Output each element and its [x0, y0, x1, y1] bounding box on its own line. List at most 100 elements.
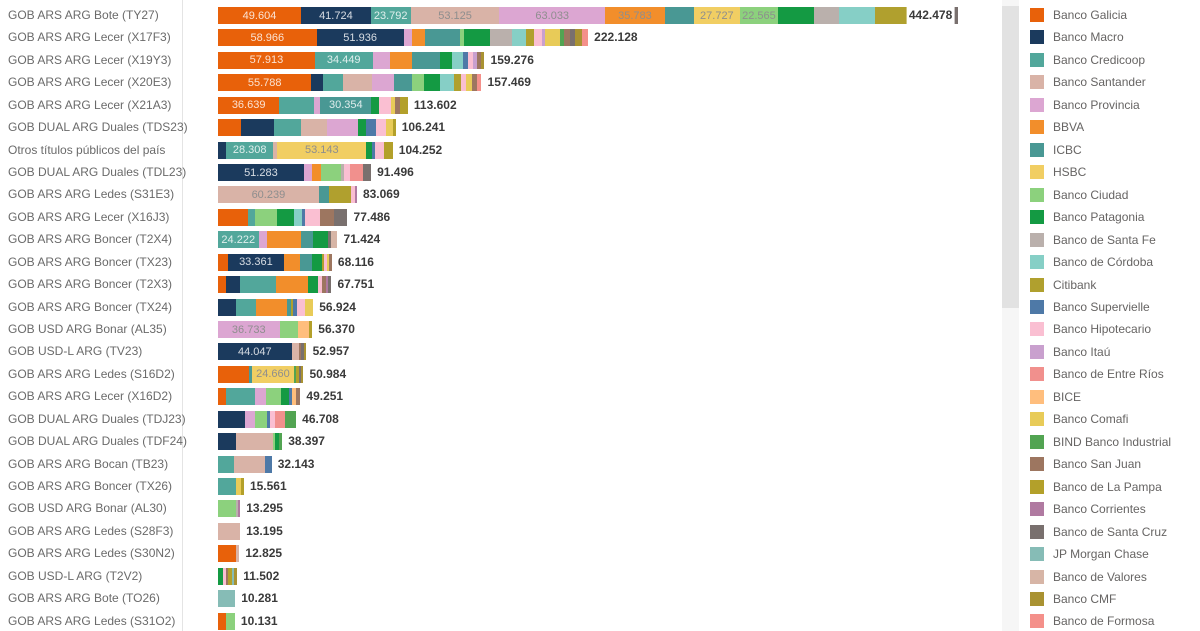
bar-segment-banco-macro[interactable]: 44.047: [218, 343, 292, 361]
bar-segment-banco-patagonia[interactable]: [440, 51, 452, 69]
bar-segment-banco-de-santa-cruz[interactable]: [570, 29, 576, 47]
bar-segment-hsbc[interactable]: 53.143: [277, 141, 367, 159]
bar-segment-banco-credicoop[interactable]: [235, 298, 256, 316]
bar-segment-banco-de-la-pampa[interactable]: [296, 365, 300, 383]
bar-segment-banco-comafi[interactable]: [385, 119, 393, 137]
legend-item-banco-de-la-pampa[interactable]: Banco de La Pampa: [1030, 479, 1162, 494]
bar-segment-banco-provincia[interactable]: [371, 74, 395, 92]
bar-segment-bbva[interactable]: [390, 51, 413, 69]
legend-item-banco-hipotecario[interactable]: Banco Hipotecario: [1030, 322, 1151, 337]
bar-segment-banco-provincia[interactable]: [403, 29, 413, 47]
bar-segment-banco-credicoop[interactable]: 28.308: [226, 141, 274, 159]
bar-segment-bbva[interactable]: [275, 276, 309, 294]
legend-item-banco-cmf[interactable]: Banco CMF: [1030, 591, 1116, 606]
bar-segment-icbc[interactable]: [299, 253, 312, 271]
legend-item-banco-galicia[interactable]: Banco Galicia: [1030, 8, 1127, 22]
bar-segment-banco-de-c-rdoba[interactable]: [439, 74, 454, 92]
bar-segment-bbva[interactable]: [283, 253, 300, 271]
bar-segment-icbc[interactable]: [394, 74, 413, 92]
bar-segment-banco-de-c-rdoba[interactable]: [838, 7, 876, 24]
bar-segment-banco-galicia[interactable]: [218, 388, 227, 406]
bar-segment-banco-provincia[interactable]: 63.033: [499, 7, 605, 24]
bar-segment-banco-galicia[interactable]: 49.604: [218, 7, 301, 24]
bar-segment-citibank[interactable]: [875, 7, 909, 24]
bar-segment-banco-supervielle[interactable]: [301, 208, 305, 226]
bar-segment-banco-corrientes[interactable]: [325, 276, 329, 294]
bar-segment-banco-hipotecario[interactable]: [468, 51, 474, 69]
legend-item-banco-ciudad[interactable]: Banco Ciudad: [1030, 187, 1128, 202]
legend-item-bind-banco-industrial[interactable]: BIND Banco Industrial: [1030, 434, 1171, 449]
bar-segment-banco-supervielle[interactable]: [365, 119, 376, 137]
bar-segment-banco-provincia[interactable]: [327, 119, 358, 137]
bar-segment-banco-credicoop[interactable]: [279, 96, 315, 114]
bar-segment-banco-ciudad[interactable]: [226, 612, 235, 630]
bar-segment-banco-provincia[interactable]: [258, 231, 267, 249]
bar-segment-bice[interactable]: [297, 321, 309, 339]
legend-item-banco-macro[interactable]: Banco Macro: [1030, 30, 1124, 45]
bar-segment-banco-credicoop[interactable]: 34.449: [314, 51, 373, 69]
bar-segment-banco-patagonia[interactable]: [276, 208, 294, 226]
bar-segment-banco-patagonia[interactable]: [308, 276, 319, 294]
bar-segment-banco-macro[interactable]: [218, 433, 236, 451]
bar-segment-banco-de-santa-cruz[interactable]: [952, 7, 959, 24]
bar-segment-banco-de-la-pampa[interactable]: [399, 96, 408, 114]
bar-segment-banco-macro[interactable]: 51.283: [218, 164, 304, 181]
bar-segment-banco-galicia[interactable]: [218, 545, 236, 563]
bar-segment-banco-provincia[interactable]: [244, 410, 255, 428]
bar-segment-banco-hipotecario[interactable]: [460, 74, 466, 92]
bar-segment-banco-credicoop[interactable]: 23.792: [370, 7, 411, 24]
legend-item-banco-ita[interactable]: Banco Itaú: [1030, 344, 1110, 359]
bar-segment-banco-provincia[interactable]: [303, 164, 313, 181]
bar-segment-banco-de-la-pampa[interactable]: [392, 119, 396, 137]
legend-item-jp-morgan-chase[interactable]: JP Morgan Chase: [1030, 547, 1149, 562]
legend-item-banco-santander[interactable]: Banco Santander: [1030, 75, 1146, 90]
bar-segment-banco-credicoop[interactable]: [218, 455, 234, 473]
bar-segment-icbc[interactable]: [318, 186, 329, 204]
legend-item-banco-provincia[interactable]: Banco Provincia: [1030, 97, 1140, 112]
bar-segment-banco-provincia[interactable]: [254, 388, 266, 406]
bar-segment-banco-credicoop[interactable]: [248, 208, 256, 226]
bar-segment-banco-santander[interactable]: [300, 119, 328, 137]
bar-segment-bbva[interactable]: 35.783: [604, 7, 665, 24]
legend-item-banco-de-santa-cruz[interactable]: Banco de Santa Cruz: [1030, 524, 1167, 539]
bar-segment-bbva[interactable]: [312, 164, 321, 181]
bar-segment-banco-comafi[interactable]: [305, 298, 314, 316]
legend-item-banco-de-santa-fe[interactable]: Banco de Santa Fe: [1030, 232, 1156, 247]
bar-segment-banco-macro[interactable]: 51.936: [316, 29, 404, 47]
bar-segment-citibank[interactable]: [291, 298, 294, 316]
bar-segment-banco-macro[interactable]: [311, 74, 324, 92]
bar-segment-banco-santander[interactable]: [273, 141, 278, 159]
bar-segment-banco-de-santa-cruz[interactable]: [362, 164, 372, 181]
bar-segment-banco-galicia[interactable]: 58.966: [218, 29, 317, 47]
legend-item-banco-supervielle[interactable]: Banco Supervielle: [1030, 299, 1150, 314]
bar-segment-banco-supervielle[interactable]: [267, 410, 271, 428]
bar-segment-banco-san-juan[interactable]: [471, 74, 478, 92]
bar-segment-citibank[interactable]: [453, 74, 461, 92]
bar-segment-banco-corrientes[interactable]: [355, 186, 357, 204]
bar-segment-banco-de-santa-cruz[interactable]: [333, 208, 348, 226]
bar-segment-banco-santander[interactable]: 60.239: [218, 186, 319, 204]
bar-segment-bice[interactable]: [292, 388, 296, 406]
bar-segment-banco-cmf[interactable]: [303, 343, 307, 361]
bar-segment-banco-san-juan[interactable]: [322, 276, 326, 294]
bar-segment-banco-de-santa-cruz[interactable]: [299, 365, 302, 383]
bar-segment-banco-galicia[interactable]: [218, 119, 241, 137]
bar-segment-banco-provincia[interactable]: 36.733: [218, 321, 280, 339]
bar-segment-banco-supervielle[interactable]: [264, 455, 272, 473]
bar-segment-banco-cmf[interactable]: [575, 29, 582, 47]
bar-segment-banco-ita[interactable]: [542, 29, 546, 47]
bar-segment-banco-hipotecario[interactable]: [351, 186, 356, 204]
bar-segment-banco-galicia[interactable]: [218, 253, 228, 271]
bar-segment-banco-de-santa-fe[interactable]: [813, 7, 839, 24]
bar-segment-banco-patagonia[interactable]: [371, 96, 380, 114]
bar-segment-banco-san-juan[interactable]: [329, 253, 332, 271]
bar-segment-banco-hipotecario[interactable]: [534, 29, 543, 47]
legend-item-banco-patagonia[interactable]: Banco Patagonia: [1030, 210, 1144, 225]
bar-segment-banco-de-santa-cruz[interactable]: [328, 231, 332, 249]
bar-segment-icbc[interactable]: [425, 29, 461, 47]
bar-segment-banco-de-formosa[interactable]: [477, 74, 482, 92]
bar-segment-banco-ciudad[interactable]: [460, 29, 465, 47]
bar-segment-banco-credicoop[interactable]: [226, 388, 255, 406]
bar-segment-banco-hipotecario[interactable]: [318, 276, 323, 294]
bar-segment-banco-santander[interactable]: [218, 522, 241, 540]
